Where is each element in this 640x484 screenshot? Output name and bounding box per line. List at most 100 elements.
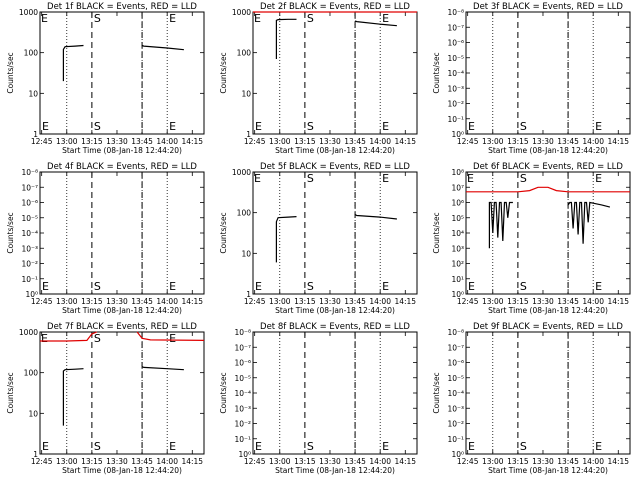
y-tick-label: 100 bbox=[24, 369, 39, 378]
lld-series-line bbox=[466, 186, 630, 193]
event-marker-label-top: E bbox=[254, 172, 261, 185]
event-marker-label: E bbox=[595, 280, 602, 293]
y-tick-label: 10⁻⁴ bbox=[234, 389, 251, 398]
event-marker-label: E bbox=[42, 120, 49, 133]
y-tick-label: 10⁻⁴ bbox=[447, 389, 464, 398]
x-axis-label: Start Time (08-Jan-18 12:44:20) bbox=[488, 306, 608, 315]
x-tick-label: 12:45 bbox=[31, 297, 53, 306]
y-tick-label: 10 bbox=[28, 409, 38, 418]
y-tick-label: 10¹ bbox=[451, 275, 464, 284]
x-tick-label: 13:00 bbox=[56, 457, 78, 466]
event-marker-label: E bbox=[169, 120, 176, 133]
x-tick-label: 13:15 bbox=[81, 457, 103, 466]
event-marker-label-top: E bbox=[595, 172, 602, 185]
x-tick-label: 13:30 bbox=[106, 137, 128, 146]
event-marker-label: E bbox=[255, 440, 262, 453]
y-axis-label: Counts/sec bbox=[6, 212, 15, 253]
x-tick-label: 14:00 bbox=[156, 137, 178, 146]
y-tick-label: 10⁻⁵ bbox=[21, 214, 38, 223]
y-tick-label: 10⁻⁶ bbox=[447, 359, 464, 368]
y-tick-label: 10² bbox=[451, 260, 464, 269]
y-tick-label: 10⁻⁵ bbox=[447, 54, 464, 63]
event-marker-label-top: S bbox=[94, 332, 101, 345]
x-tick-label: 14:00 bbox=[369, 137, 391, 146]
x-tick-label: 14:15 bbox=[607, 457, 629, 466]
x-axis-label: Start Time (08-Jan-18 12:44:20) bbox=[275, 146, 395, 155]
event-marker-label-top: E bbox=[467, 172, 474, 185]
x-tick-label: 13:30 bbox=[319, 457, 341, 466]
x-tick-label: 13:15 bbox=[507, 297, 529, 306]
y-tick-label: 10⁻⁵ bbox=[234, 374, 251, 383]
plot-frame bbox=[39, 331, 205, 455]
event-marker-label: E bbox=[382, 440, 389, 453]
x-tick-label: 12:45 bbox=[31, 457, 53, 466]
x-tick-label: 13:00 bbox=[482, 457, 504, 466]
x-tick-label: 14:00 bbox=[369, 457, 391, 466]
y-tick-label: 10⁻² bbox=[234, 420, 251, 429]
event-marker-label: E bbox=[169, 280, 176, 293]
y-tick-label: 10 bbox=[241, 249, 251, 258]
lld-series-line bbox=[40, 331, 98, 342]
y-tick-label: 10⁻⁷ bbox=[234, 343, 251, 352]
x-tick-label: 14:15 bbox=[181, 457, 203, 466]
y-axis-label: Counts/sec bbox=[432, 372, 441, 413]
y-tick-label: 10⁻⁷ bbox=[447, 23, 464, 32]
event-marker-label: E bbox=[255, 120, 262, 133]
chart-title: Det 7f BLACK = Events, RED = LLD bbox=[47, 322, 197, 332]
event-marker-label-top: E bbox=[169, 12, 176, 25]
x-tick-label: 13:45 bbox=[344, 457, 366, 466]
x-axis-label: Start Time (08-Jan-18 12:44:20) bbox=[275, 306, 395, 315]
x-tick-label: 13:30 bbox=[532, 297, 554, 306]
x-tick-label: 13:45 bbox=[557, 137, 579, 146]
x-tick-label: 13:15 bbox=[294, 457, 316, 466]
y-tick-label: 10⁻⁸ bbox=[447, 8, 464, 17]
x-axis-label: Start Time (08-Jan-18 12:44:20) bbox=[62, 146, 182, 155]
y-tick-label: 10⁻⁷ bbox=[21, 183, 38, 192]
event-marker-label: S bbox=[520, 120, 527, 133]
x-tick-label: 12:45 bbox=[457, 457, 479, 466]
events-series-line bbox=[62, 44, 84, 82]
event-marker-label: S bbox=[520, 280, 527, 293]
y-tick-label: 10⁻⁷ bbox=[447, 343, 464, 352]
plot-frame bbox=[252, 331, 418, 455]
x-tick-label: 13:15 bbox=[294, 297, 316, 306]
event-marker-label: E bbox=[382, 120, 389, 133]
y-tick-label: 10⁻¹ bbox=[234, 435, 251, 444]
plot-frame bbox=[465, 171, 631, 295]
event-marker-label: E bbox=[468, 120, 475, 133]
plot-frame bbox=[465, 11, 631, 135]
x-tick-label: 14:15 bbox=[181, 137, 203, 146]
x-tick-label: 12:45 bbox=[31, 137, 53, 146]
x-tick-label: 14:00 bbox=[369, 297, 391, 306]
events-series-line bbox=[141, 366, 184, 371]
events-series-line bbox=[567, 201, 611, 244]
event-marker-label: E bbox=[42, 440, 49, 453]
x-axis-label: Start Time (08-Jan-18 12:44:20) bbox=[275, 466, 395, 475]
y-tick-label: 10⁻¹ bbox=[21, 275, 38, 284]
y-axis-label: Counts/sec bbox=[6, 52, 15, 93]
x-tick-label: 13:45 bbox=[557, 457, 579, 466]
event-marker-label: E bbox=[595, 440, 602, 453]
x-tick-label: 14:15 bbox=[181, 297, 203, 306]
event-marker-label: S bbox=[520, 440, 527, 453]
x-tick-label: 13:45 bbox=[131, 457, 153, 466]
y-tick-label: 1000 bbox=[19, 8, 38, 17]
y-tick-label: 10⁵ bbox=[451, 214, 464, 223]
chart-title: Det 1f BLACK = Events, RED = LLD bbox=[47, 2, 197, 12]
x-tick-label: 13:45 bbox=[131, 137, 153, 146]
y-tick-label: 10⁻³ bbox=[447, 84, 464, 93]
y-axis-label: Counts/sec bbox=[219, 212, 228, 253]
x-tick-label: 13:45 bbox=[344, 137, 366, 146]
y-tick-label: 10 bbox=[28, 89, 38, 98]
x-tick-label: 14:00 bbox=[582, 457, 604, 466]
event-marker-label-top: S bbox=[307, 12, 314, 25]
event-marker-label-top: E bbox=[41, 12, 48, 25]
x-tick-label: 12:45 bbox=[244, 457, 266, 466]
y-tick-label: 10⁰ bbox=[451, 130, 464, 139]
x-tick-label: 12:45 bbox=[457, 137, 479, 146]
event-marker-label: S bbox=[94, 120, 101, 133]
y-axis-label: Counts/sec bbox=[219, 372, 228, 413]
y-tick-label: 10⁻⁸ bbox=[21, 168, 38, 177]
